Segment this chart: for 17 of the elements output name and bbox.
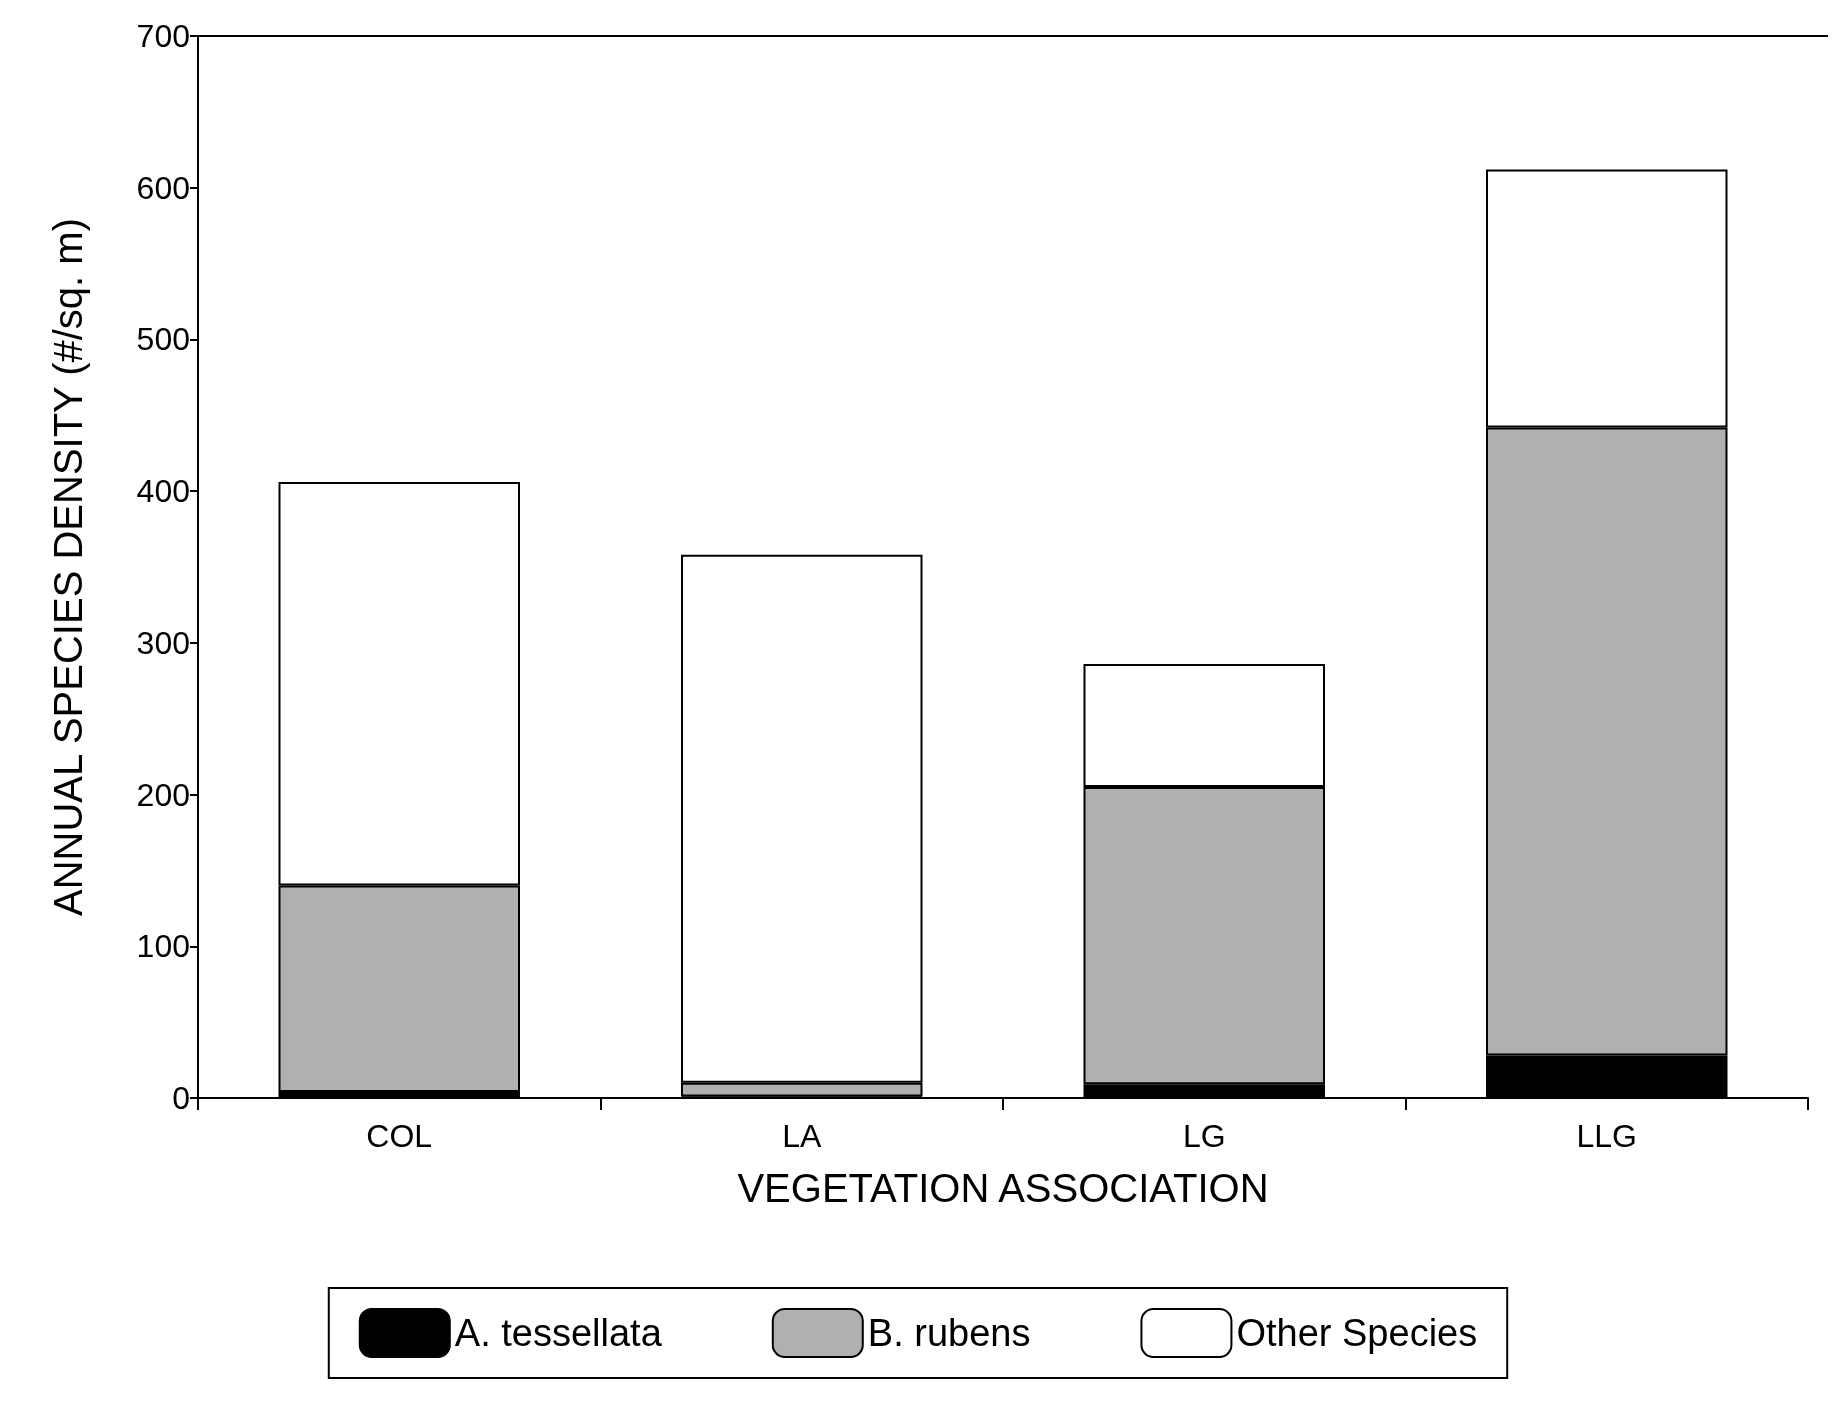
y-axis-title: ANNUAL SPECIES DENSITY (#/sq. m) xyxy=(46,218,90,916)
x-tick-label: LG xyxy=(1182,1118,1226,1154)
y-tick-label: 100 xyxy=(136,928,190,965)
x-tick-label: COL xyxy=(366,1118,433,1154)
y-tick-label: 300 xyxy=(136,624,190,661)
legend-label: B. rubens xyxy=(867,1312,1031,1354)
legend-label: A. tessellata xyxy=(454,1312,663,1354)
x-tick-label: LLG xyxy=(1576,1118,1637,1154)
y-tick-label: 600 xyxy=(136,169,190,206)
legend-label: Other Species xyxy=(1236,1312,1478,1354)
y-tick-label: 700 xyxy=(136,18,190,54)
x-axis-title: VEGETATION ASSOCIATION xyxy=(737,1166,1269,1210)
y-tick-label: 500 xyxy=(136,321,190,358)
y-tick-label: 0 xyxy=(172,1080,190,1116)
y-tick-label: 200 xyxy=(136,776,190,813)
x-tick-label: LA xyxy=(782,1118,822,1154)
y-tick-label: 400 xyxy=(136,473,190,510)
